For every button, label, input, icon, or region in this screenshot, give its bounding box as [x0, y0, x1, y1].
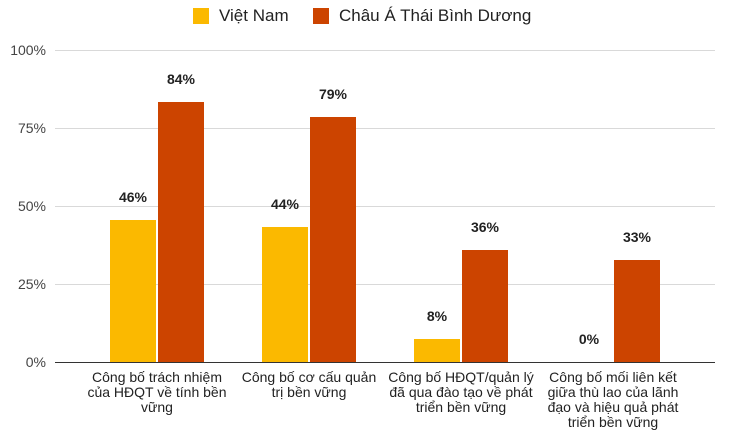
- y-tick-50: 50%: [17, 198, 46, 214]
- legend-item-vietnam: Việt Nam: [193, 6, 289, 26]
- chart-legend: Việt Nam Châu Á Thái Bình Dương: [0, 6, 730, 32]
- bar-apac-2: [310, 117, 356, 362]
- bar-label-apac-4: 33%: [622, 229, 652, 245]
- y-tick-100: 100%: [10, 42, 46, 58]
- bar-apac-3: [462, 250, 508, 362]
- bar-vietnam-2: [262, 227, 308, 362]
- y-tick-0: 0%: [25, 354, 46, 370]
- y-tick-75: 75%: [17, 120, 46, 136]
- legend-label-apac: Châu Á Thái Bình Dương: [339, 6, 532, 25]
- gridline-25: [55, 284, 715, 285]
- x-label-2: Công bố cơ cấu quản trị bền vững: [241, 369, 377, 400]
- bar-vietnam-1: [110, 220, 156, 362]
- legend-item-apac: Châu Á Thái Bình Dương: [313, 6, 531, 26]
- bar-label-apac-1: 84%: [166, 71, 196, 87]
- x-label-1: Công bố trách nhiệm của HĐQT về tính bền…: [87, 369, 227, 415]
- legend-swatch-vietnam: [193, 8, 209, 24]
- bar-label-apac-2: 79%: [318, 86, 348, 102]
- gridline-75: [55, 128, 715, 129]
- bar-label-vietnam-4: 0%: [578, 331, 600, 347]
- bar-vietnam-3: [414, 339, 460, 362]
- bar-label-vietnam-3: 8%: [426, 308, 448, 324]
- y-tick-25: 25%: [17, 276, 46, 292]
- legend-swatch-apac: [313, 8, 329, 24]
- bar-label-vietnam-1: 46%: [118, 189, 148, 205]
- bar-apac-4: [614, 260, 660, 362]
- x-label-4: Công bố mối liên kết giữa thù lao của lã…: [547, 369, 679, 430]
- bar-label-apac-3: 36%: [470, 219, 500, 235]
- x-label-3: Công bố HĐQT/quản lý đã qua đào tạo về p…: [388, 369, 534, 415]
- gridline-50: [55, 206, 715, 207]
- bar-apac-1: [158, 102, 204, 362]
- gridline-100: [55, 50, 715, 51]
- bar-label-vietnam-2: 44%: [270, 196, 300, 212]
- legend-label-vietnam: Việt Nam: [219, 6, 289, 25]
- x-axis-line: [55, 362, 715, 363]
